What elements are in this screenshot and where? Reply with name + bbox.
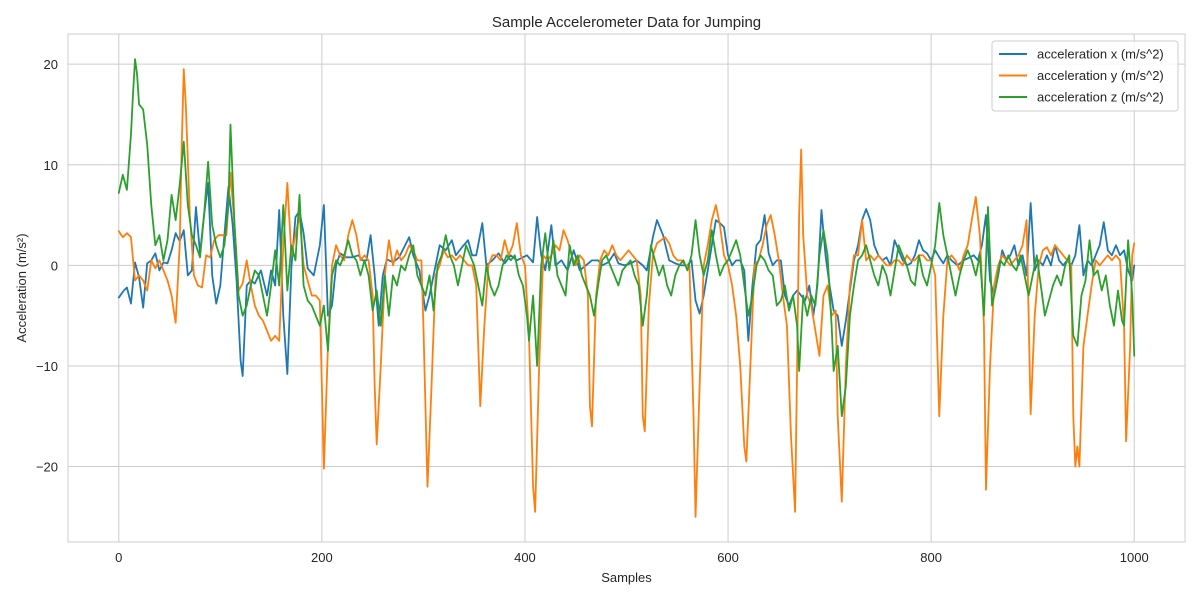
x-tick-label: 1000	[1120, 550, 1149, 565]
x-tick-label: 400	[514, 550, 536, 565]
x-axis-label: Samples	[601, 570, 652, 585]
x-tick-label: 800	[920, 550, 942, 565]
legend-label-acceleration-y: acceleration y (m/s^2)	[1037, 68, 1164, 83]
series-line-acceleration-z	[117, 58, 1136, 418]
y-axis-label: Acceleration (m/s²)	[14, 233, 29, 342]
y-tick-label: 0	[51, 258, 58, 273]
chart-title: Sample Accelerometer Data for Jumping	[492, 14, 761, 31]
y-tick-label: 20	[44, 57, 58, 72]
legend-label-acceleration-z: acceleration z (m/s^2)	[1037, 90, 1164, 105]
x-tick-labels: 0 200 400 600 800 1000	[115, 550, 1149, 565]
legend-box	[991, 40, 1179, 112]
legend: acceleration x (m/s^2) acceleration y (m/…	[991, 40, 1179, 112]
y-tick-labels: −20 −10 0 10 20	[36, 57, 58, 474]
y-tick-label: 10	[44, 158, 58, 173]
x-tick-label: 200	[311, 550, 333, 565]
x-tick-label: 600	[717, 550, 739, 565]
x-tick-label: 0	[115, 550, 122, 565]
plot-frame	[67, 33, 1186, 543]
y-tick-label: −10	[36, 359, 58, 374]
legend-label-acceleration-x: acceleration x (m/s^2)	[1037, 47, 1164, 62]
series-line-acceleration-x	[117, 181, 1136, 377]
series-layer	[117, 58, 1136, 518]
y-tick-label: −20	[36, 460, 58, 475]
